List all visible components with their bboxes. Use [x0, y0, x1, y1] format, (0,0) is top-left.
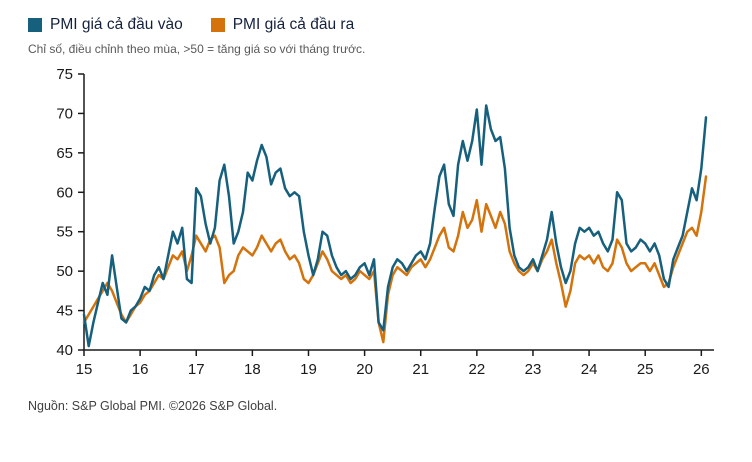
chart-area: 40 45 50 55 60 65 70 75 15 16 17 18 19 20 21 22 23 24 25 26	[20, 62, 732, 385]
legend-item-input-prices: PMI giá cả đầu vào	[28, 16, 183, 34]
x-tick-label: 25	[637, 361, 654, 378]
x-tick-label: 26	[693, 361, 710, 378]
y-tick-label: 70	[56, 105, 73, 122]
y-tick-label: 75	[56, 66, 73, 83]
x-tick-label: 22	[468, 361, 485, 378]
x-tick-label: 21	[412, 361, 429, 378]
output-prices-swatch-icon	[210, 18, 225, 32]
y-tick-label: 65	[56, 145, 73, 162]
legend-label-output-prices: PMI giá cả đầu ra	[232, 16, 355, 33]
legend-label-input-prices: PMI giá cả đầu vào	[50, 16, 183, 33]
x-tick-label: 16	[132, 361, 149, 378]
series-line-pmi-giá-cả-đầu-vào	[82, 104, 708, 348]
y-tick-label: 40	[56, 342, 73, 359]
chart-subtitle: Chỉ số, điều chỉnh theo mùa, >50 = tăng …	[28, 42, 366, 56]
y-tick-label: 45	[56, 303, 73, 320]
y-tick-label: 60	[56, 184, 73, 201]
input-prices-swatch-icon	[28, 18, 42, 32]
x-tick-label: 17	[188, 361, 205, 378]
x-tick-label: 15	[76, 361, 93, 378]
legend-item-output-prices: PMI giá cả đầu ra	[210, 16, 355, 34]
x-tick-label: 24	[581, 361, 598, 378]
chart-plot: 40 45 50 55 60 65 70 75 15 16 17 18 19 20 21 22 23 24 25 26	[56, 66, 714, 378]
x-tick-label: 18	[244, 361, 261, 378]
y-tick-label: 55	[56, 224, 73, 241]
x-tick-label: 20	[356, 361, 373, 378]
legend: PMI giá cả đầu vào PMI giá cả đầu ra	[28, 16, 732, 34]
x-tick-label: 19	[300, 361, 317, 378]
x-tick-label: 23	[525, 361, 542, 378]
source-note: Nguồn: S&P Global PMI. ©2026 S&P Global.	[28, 399, 278, 413]
series-line-pmi-giá-cả-đầu-ra	[82, 175, 708, 344]
y-tick-label: 50	[56, 263, 73, 280]
